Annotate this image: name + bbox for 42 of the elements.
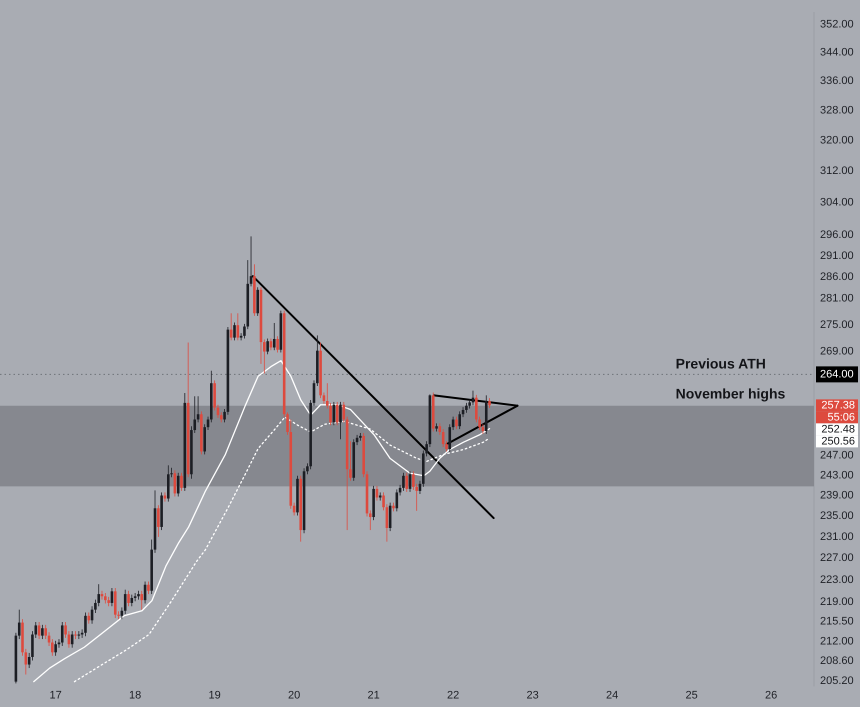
y-tick-label: 312.00 [820, 165, 854, 178]
y-tick-label: 247.00 [820, 449, 854, 462]
text: 257.38 [821, 399, 855, 412]
y-tick-label: 296.00 [820, 229, 854, 242]
x-tick-label: 25 [685, 689, 698, 702]
text: 250.56 [821, 435, 855, 448]
y-tick-label: 227.00 [820, 552, 854, 564]
x-tick-label: 19 [208, 689, 221, 702]
y-tick-label: 239.00 [820, 490, 854, 502]
y-tick-label: 205.20 [820, 675, 854, 688]
x-tick-label: 17 [50, 689, 62, 702]
y-tick-label: 352.00 [820, 18, 854, 30]
y-tick-label: 304.00 [820, 196, 854, 209]
y-tick-label: 336.00 [820, 74, 854, 87]
y-tick-label: 269.00 [820, 346, 854, 358]
text: 252.48 [821, 423, 855, 436]
x-tick-label: 22 [446, 689, 460, 702]
y-tick-label: 275.00 [820, 318, 854, 331]
x-tick-label: 20 [288, 689, 300, 702]
y-tick-label: 231.00 [820, 530, 854, 543]
text: 55:06 [827, 411, 855, 424]
y-tick-label: 286.00 [820, 271, 854, 284]
y-tick-label: 208.60 [820, 655, 854, 668]
y-tick-label: 212.00 [820, 635, 854, 648]
ref-line-label: Previous ATH [676, 355, 766, 372]
band-label: November highs [676, 386, 786, 402]
y-tick-label: 344.00 [820, 46, 854, 58]
y-tick-label: 264.00 [820, 368, 854, 380]
y-tick-label: 235.00 [820, 510, 854, 522]
x-tick-label: 18 [129, 689, 142, 702]
x-tick-label: 24 [606, 689, 618, 702]
y-tick-label: 223.00 [820, 574, 854, 586]
y-tick-label: 291.00 [820, 250, 854, 262]
x-tick-label: 23 [526, 689, 539, 702]
x-tick-label: 26 [764, 689, 778, 702]
y-tick-label: 243.00 [820, 469, 854, 482]
x-tick-label: 21 [367, 689, 380, 702]
y-tick-label: 215.50 [820, 615, 854, 628]
y-tick-label: 219.00 [820, 596, 854, 608]
y-tick-label: 281.00 [820, 292, 854, 304]
y-tick-label: 328.00 [820, 104, 854, 116]
y-tick-label: 320.00 [820, 134, 854, 146]
